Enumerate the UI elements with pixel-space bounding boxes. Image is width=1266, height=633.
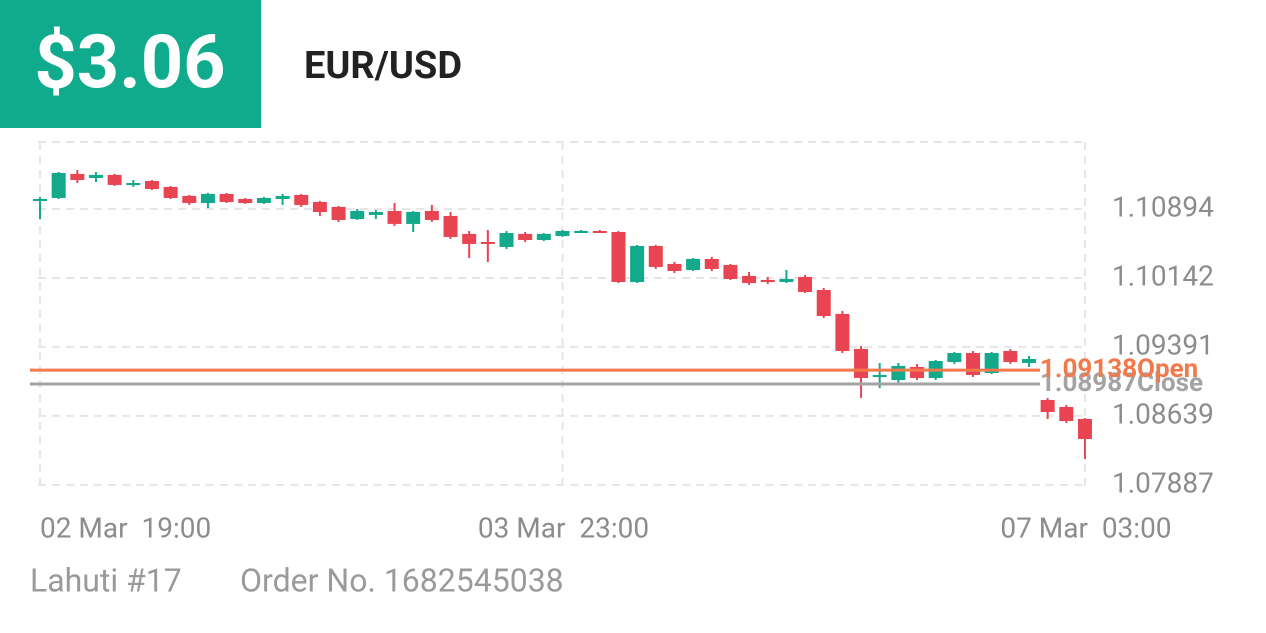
candle-body (387, 210, 402, 224)
candle-body (611, 232, 626, 283)
candle-body (200, 193, 215, 204)
reference-name: Close (1137, 368, 1203, 398)
candle-body (816, 289, 831, 316)
candle-body (480, 242, 495, 245)
candle-body (144, 180, 159, 189)
candle-body (518, 233, 533, 240)
candle-body (424, 210, 439, 220)
candle-body (686, 258, 701, 270)
candle-body (947, 353, 962, 363)
candle-body (275, 195, 290, 199)
candle-body (219, 193, 234, 203)
candle-body (648, 245, 663, 267)
y-tick-label: 1.08639 (1112, 397, 1214, 430)
candle-body (854, 348, 869, 378)
candle-body (182, 195, 197, 204)
y-tick-label: 1.10894 (1112, 190, 1214, 223)
reference-label: 1.09138Open (1040, 354, 1198, 384)
candle-body (536, 233, 551, 240)
y-tick-label: 1.09391 (1112, 328, 1214, 361)
candle-body (891, 365, 906, 380)
candle-body (592, 230, 607, 233)
candle-body (88, 174, 103, 178)
candle-body (910, 366, 925, 378)
candle-body (462, 233, 477, 244)
price-badge (0, 0, 261, 128)
candle-body (1021, 358, 1036, 364)
candle-body (798, 276, 813, 293)
y-tick-label: 1.07887 (1112, 466, 1214, 499)
candle-body (312, 202, 327, 213)
candle-body (406, 212, 421, 224)
candle-body (1077, 418, 1092, 439)
reference-value: 1.08987 (1040, 368, 1137, 398)
candle-body (238, 198, 253, 204)
y-tick-label: 1.10142 (1112, 259, 1214, 292)
reference-value: 1.09138 (1040, 354, 1137, 384)
candle-body (51, 173, 66, 198)
candle-body (294, 194, 309, 205)
candle-body (1003, 351, 1018, 363)
candle-body (760, 279, 775, 283)
candle-body (443, 215, 458, 237)
pair: EUR/USD (304, 44, 462, 88)
reference-name: Open (1137, 354, 1198, 384)
candle-body (1040, 399, 1055, 413)
candle-body (256, 197, 271, 204)
candle-body (984, 353, 999, 374)
candle-body (70, 173, 85, 180)
candle-body (779, 278, 794, 283)
candle-body (499, 233, 514, 247)
x-tick-label: 07 Mar 03:00 (1000, 511, 1171, 544)
candle-body (126, 183, 141, 186)
candle-body (872, 374, 887, 377)
candle-body (33, 198, 47, 201)
candle-body (163, 186, 178, 198)
candle-body (723, 264, 738, 279)
candle-body (630, 245, 645, 283)
reference-label: 1.08987Close (1040, 368, 1203, 398)
candle-body (555, 230, 570, 236)
candle-body (368, 212, 383, 215)
x-tick-label: 03 Mar 23:00 (478, 511, 649, 544)
candle-body (1059, 406, 1074, 422)
candle-body (574, 230, 589, 233)
account: Lahuti #17 (30, 561, 182, 599)
x-tick-label: 02 Mar 19:00 (40, 511, 211, 544)
candle-body (107, 174, 122, 185)
candle-body (704, 258, 719, 269)
candle-body (350, 210, 365, 219)
candle-body (966, 353, 980, 375)
order-number: Order No. 1682545038 (240, 561, 564, 599)
candle-body (331, 206, 346, 220)
candle-body (742, 275, 757, 284)
candle-body (835, 313, 850, 352)
candle-body (667, 263, 682, 271)
price: $3.06 (34, 20, 225, 107)
